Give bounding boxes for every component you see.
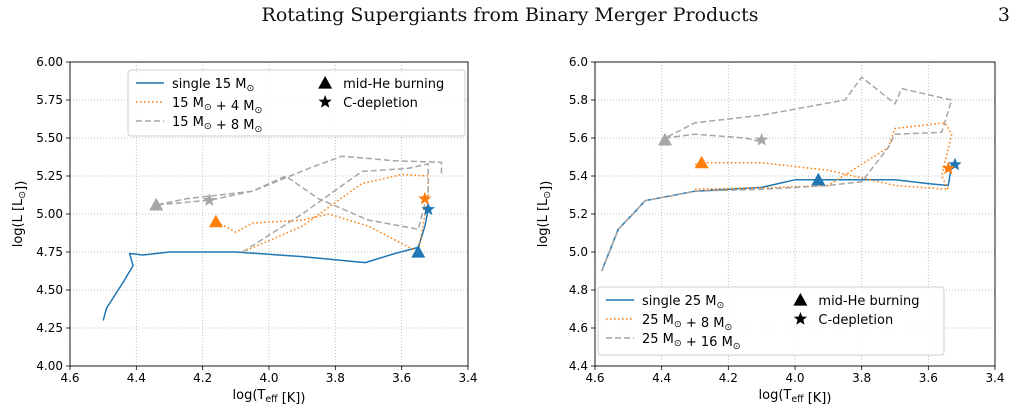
- page-number: 3: [997, 4, 1010, 26]
- legend-label: 15 M⊙ + 4 M⊙: [172, 96, 262, 116]
- legend-marker-label: mid-He burning: [343, 77, 444, 92]
- plot-frame: [594, 61, 996, 367]
- x-tick-label: 4.0: [785, 371, 804, 385]
- x-tick-label: 4.6: [60, 371, 79, 385]
- y-axis-label-group: log(L [L⊙]): [11, 181, 29, 248]
- x-tick-label: 3.4: [985, 371, 1004, 385]
- mid-he-marker: [208, 214, 223, 228]
- x-tick-label: 4.6: [585, 371, 604, 385]
- series-line-2: [694, 122, 953, 191]
- c-depletion-marker: [755, 132, 769, 146]
- mid-he-marker: [811, 172, 826, 186]
- c-depletion-marker: [948, 157, 962, 171]
- x-tick-label: 3.8: [852, 371, 871, 385]
- c-depletion-marker: [941, 161, 955, 175]
- x-tick-label: 4.4: [652, 371, 671, 385]
- series-line-1: [601, 164, 953, 272]
- legend-label: 25 M⊙ + 16 M⊙: [642, 332, 741, 352]
- y-tick-label: 5.00: [36, 207, 63, 221]
- mid-he-marker: [411, 245, 426, 258]
- y-tick-label: 5.4: [569, 169, 588, 183]
- y-tick-label: 4.00: [36, 359, 63, 373]
- hr-diagram-left: 4.6 4.4 4.2 4.0 3.8 3.6 3.4 4.00 4.25 4.50 4.75 5.0…: [11, 55, 478, 406]
- plot-frame: [69, 61, 469, 367]
- y-tick-label: 5.0: [569, 245, 588, 259]
- c-depletion-marker: [421, 202, 435, 216]
- legend-marker-label: mid-He burning: [818, 294, 919, 309]
- y-tick-label: 5.2: [569, 207, 588, 221]
- legend: single 25 M⊙ 25 M⊙ + 8 M⊙25 M⊙ + 16 M⊙ mid…: [597, 286, 945, 356]
- x-tick-label: 3.8: [326, 371, 345, 385]
- y-tick-label: 5.6: [569, 131, 588, 145]
- y-axis-label: log(L [L⊙]): [11, 181, 29, 248]
- legend-marker-label: C-depletion: [818, 313, 893, 328]
- legend-marker-label: C-depletion: [343, 96, 418, 111]
- legend-label: single 25 M⊙: [642, 294, 724, 311]
- x-tick-label: 3.4: [458, 371, 477, 385]
- y-tick-label: 5.25: [36, 169, 63, 183]
- legend-box: [127, 69, 466, 137]
- x-tick-label: 4.4: [127, 371, 146, 385]
- y-tick-label: 4.50: [36, 283, 63, 297]
- legend-box: [597, 286, 945, 356]
- y-tick-label: 5.75: [36, 93, 63, 107]
- x-axis-label: log(Teff [K]): [759, 388, 832, 406]
- legend-triangle-icon: [793, 293, 808, 306]
- legend-star-icon: [793, 312, 808, 325]
- legend-label: single 15 M⊙: [172, 77, 254, 94]
- series-line-1: [102, 209, 429, 321]
- y-axis-label: log(L [L⊙]): [536, 181, 554, 248]
- x-tick-label: 3.6: [919, 371, 938, 385]
- y-tick-label: 4.6: [569, 321, 588, 335]
- legend-label: 25 M⊙ + 8 M⊙: [642, 313, 732, 333]
- running-title: Rotating Supergiants from Binary Merger …: [261, 4, 759, 26]
- y-tick-label: 4.8: [569, 283, 588, 297]
- legend: single 15 M⊙ 15 M⊙ + 4 M⊙15 M⊙ + 8 M⊙ mid-…: [127, 69, 466, 137]
- y-tick-label: 6.0: [569, 55, 588, 69]
- y-tick-label: 5.8: [569, 93, 588, 107]
- x-tick-label: 4.0: [259, 371, 278, 385]
- hr-diagram-right: 4.6 4.4 4.2 4.0 3.8 3.6 3.44.44.64.85.05.25.45…: [536, 55, 1005, 406]
- c-depletion-marker: [202, 193, 216, 206]
- series-line-3: [155, 155, 443, 253]
- y-tick-label: 4.4: [569, 359, 588, 373]
- y-tick-label: 4.75: [36, 245, 63, 259]
- mid-he-marker: [658, 132, 672, 146]
- x-tick-label: 3.6: [392, 371, 411, 385]
- y-tick-label: 6.00: [36, 55, 63, 69]
- y-tick-label: 4.25: [36, 321, 63, 335]
- series-line-3: [601, 76, 953, 272]
- legend-label: 15 M⊙ + 8 M⊙: [172, 115, 262, 135]
- y-tick-label: 5.50: [36, 131, 63, 145]
- mid-he-marker: [149, 197, 164, 211]
- series-line-2: [215, 173, 429, 253]
- legend-triangle-icon: [318, 76, 333, 89]
- x-axis-label: log(Teff [K]): [233, 388, 306, 406]
- c-depletion-marker: [418, 191, 432, 205]
- y-axis-label-group: log(L [L⊙]): [536, 181, 554, 248]
- mid-he-marker: [694, 155, 709, 169]
- x-tick-label: 4.2: [193, 371, 212, 385]
- x-tick-label: 4.2: [719, 371, 738, 385]
- legend-star-icon: [318, 95, 332, 108]
- page-header: Rotating Supergiants from Binary Merger …: [0, 0, 1020, 40]
